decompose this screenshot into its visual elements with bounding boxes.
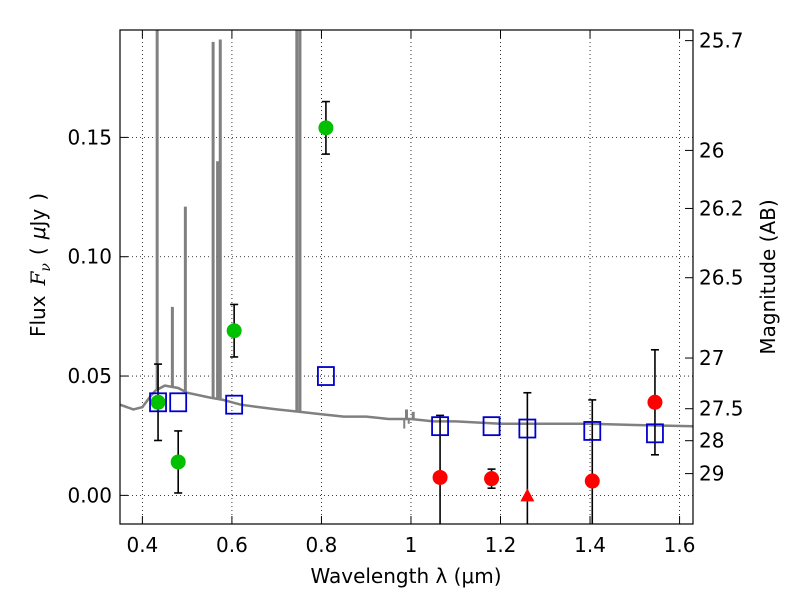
model-flux-square — [583, 421, 602, 441]
x-axis-label: Wavelength λ (μm) — [310, 564, 501, 588]
y-label-word: Flux — [26, 295, 50, 337]
mag-tick-label: 26.2 — [699, 196, 744, 220]
upper-limit-triangle — [520, 488, 535, 502]
axes: 0.4 0.6 0.8 1 1.2 1.4 1.6 0.00 0.05 0.10 0.15 25.7 2… — [67, 29, 743, 557]
plot-frame — [119, 29, 694, 525]
optical-flux-point — [318, 120, 334, 136]
y-label-unit: Jy — [26, 209, 50, 229]
y-label-subscript: ν — [38, 263, 54, 272]
mag-tick-label: 26 — [699, 138, 724, 162]
model-flux-square — [317, 366, 335, 386]
model-flux-square — [431, 416, 449, 437]
model-flux-square — [149, 392, 167, 413]
x-tick-label: 1.6 — [664, 533, 696, 557]
model-flux-square — [518, 418, 537, 439]
x-tick-label: 0.4 — [126, 533, 158, 557]
x-tick-label: 1 — [405, 533, 418, 557]
mag-tick-label: 27 — [699, 346, 724, 370]
mag-tick-label: 25.7 — [699, 29, 744, 53]
sed-continuum — [119, 384, 694, 428]
mag-tick-label: 28 — [699, 429, 724, 453]
y-axis-label-left: Flux Fν ( μJy) — [26, 193, 54, 337]
x-tick-label: 0.6 — [216, 533, 248, 557]
sed-spectrum — [119, 30, 694, 429]
y-label-close: ) — [26, 193, 50, 201]
nir-flux-point — [584, 473, 600, 489]
nir-flux-point — [432, 469, 448, 485]
mag-tick-label: 27.5 — [699, 397, 744, 421]
optical-flux-point — [170, 454, 186, 470]
model-flux-square — [482, 416, 501, 437]
x-tick-label: 1.2 — [485, 533, 517, 557]
grid — [120, 30, 693, 524]
mag-tick-label: 29 — [699, 462, 724, 486]
model-flux-square — [646, 423, 664, 444]
nir-flux-point — [484, 471, 500, 487]
y-tick-label: 0.05 — [67, 364, 112, 388]
y-tick-label: 0.15 — [67, 125, 112, 149]
optical-flux-point — [150, 394, 166, 410]
photometry-points — [149, 100, 664, 524]
y-tick-label: 0.00 — [67, 483, 112, 507]
model-flux-square — [169, 392, 188, 413]
y-axis-label-right: Magnitude (AB) — [756, 199, 780, 354]
mag-tick-label: 26.5 — [699, 266, 744, 290]
y-tick-label: 0.10 — [67, 245, 112, 269]
y-label-mu: μ — [26, 227, 50, 241]
x-tick-label: 1.4 — [574, 533, 606, 557]
y-label-open: ( — [26, 247, 50, 255]
nir-flux-point — [647, 394, 663, 410]
model-flux-square — [225, 394, 244, 415]
x-tick-label: 0.8 — [306, 533, 338, 557]
optical-flux-point — [226, 323, 242, 339]
y-label-symbol: F — [26, 270, 50, 286]
